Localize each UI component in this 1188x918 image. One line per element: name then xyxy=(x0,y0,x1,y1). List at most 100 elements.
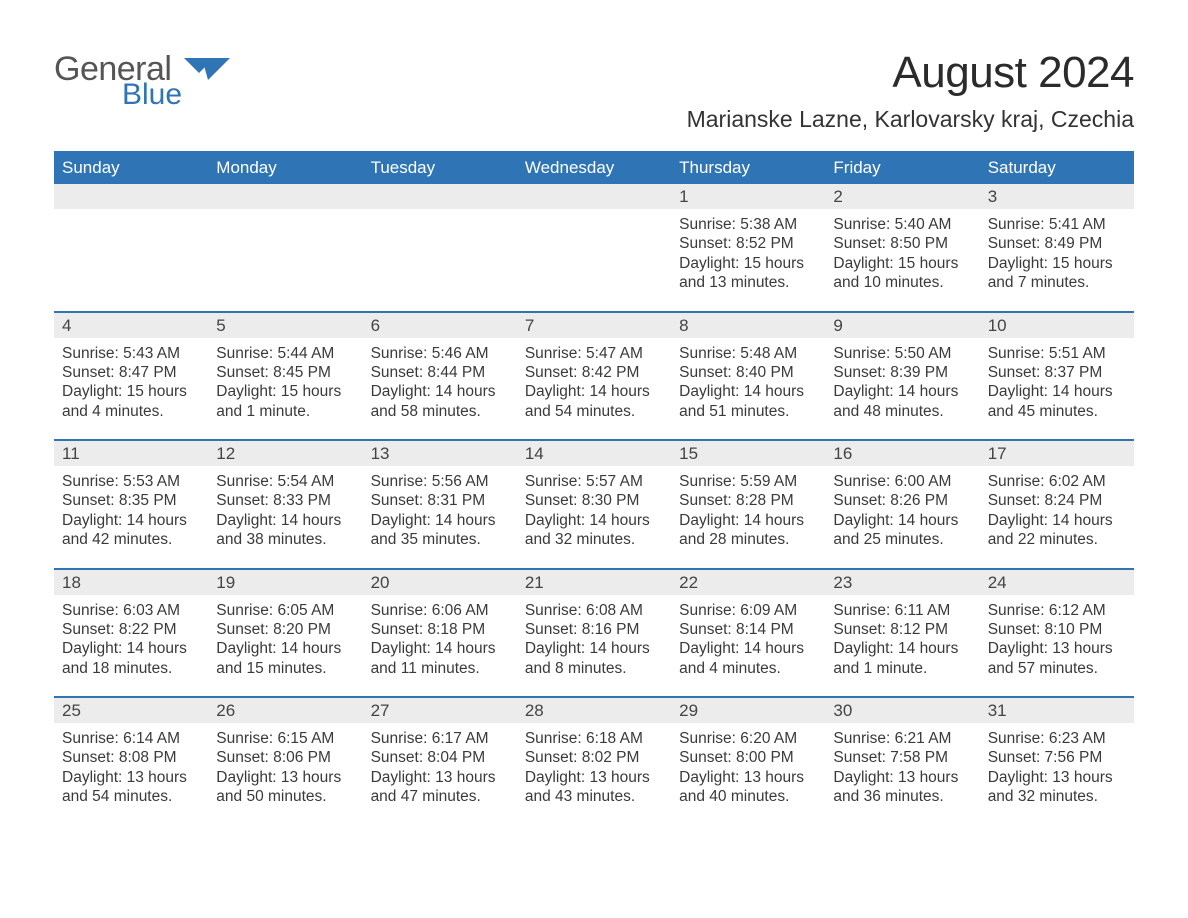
day-number: 1 xyxy=(671,184,825,209)
day-number: 28 xyxy=(517,698,671,723)
day-number: 2 xyxy=(825,184,979,209)
day-details: Sunrise: 6:05 AM Sunset: 8:20 PM Dayligh… xyxy=(208,595,362,679)
calendar-cell: 14Sunrise: 5:57 AM Sunset: 8:30 PM Dayli… xyxy=(517,441,671,568)
calendar-cell: 2Sunrise: 5:40 AM Sunset: 8:50 PM Daylig… xyxy=(825,184,979,311)
calendar-cell: 24Sunrise: 6:12 AM Sunset: 8:10 PM Dayli… xyxy=(980,570,1134,697)
day-number: 26 xyxy=(208,698,362,723)
day-number: 15 xyxy=(671,441,825,466)
day-number: 27 xyxy=(363,698,517,723)
calendar-cell: 5Sunrise: 5:44 AM Sunset: 8:45 PM Daylig… xyxy=(208,313,362,440)
day-number: 31 xyxy=(980,698,1134,723)
day-details: Sunrise: 6:02 AM Sunset: 8:24 PM Dayligh… xyxy=(980,466,1134,550)
day-number: 13 xyxy=(363,441,517,466)
day-number xyxy=(363,184,517,209)
page: General Blue August 2024 Marianske Lazne… xyxy=(0,0,1188,865)
day-details: Sunrise: 6:03 AM Sunset: 8:22 PM Dayligh… xyxy=(54,595,208,679)
day-number: 24 xyxy=(980,570,1134,595)
calendar-cell: 21Sunrise: 6:08 AM Sunset: 8:16 PM Dayli… xyxy=(517,570,671,697)
day-details: Sunrise: 6:12 AM Sunset: 8:10 PM Dayligh… xyxy=(980,595,1134,679)
calendar-cell xyxy=(517,184,671,311)
day-number: 7 xyxy=(517,313,671,338)
dayname-row: Sunday Monday Tuesday Wednesday Thursday… xyxy=(54,153,1134,184)
day-details: Sunrise: 5:40 AM Sunset: 8:50 PM Dayligh… xyxy=(825,209,979,293)
day-number: 11 xyxy=(54,441,208,466)
day-number: 4 xyxy=(54,313,208,338)
day-number: 3 xyxy=(980,184,1134,209)
calendar-cell: 17Sunrise: 6:02 AM Sunset: 8:24 PM Dayli… xyxy=(980,441,1134,568)
day-details: Sunrise: 5:56 AM Sunset: 8:31 PM Dayligh… xyxy=(363,466,517,550)
calendar-cell xyxy=(363,184,517,311)
calendar-cell: 23Sunrise: 6:11 AM Sunset: 8:12 PM Dayli… xyxy=(825,570,979,697)
calendar-cell: 18Sunrise: 6:03 AM Sunset: 8:22 PM Dayli… xyxy=(54,570,208,697)
day-details: Sunrise: 6:20 AM Sunset: 8:00 PM Dayligh… xyxy=(671,723,825,807)
calendar-cell: 6Sunrise: 5:46 AM Sunset: 8:44 PM Daylig… xyxy=(363,313,517,440)
day-number: 22 xyxy=(671,570,825,595)
dayname-sunday: Sunday xyxy=(54,153,208,184)
day-details: Sunrise: 6:09 AM Sunset: 8:14 PM Dayligh… xyxy=(671,595,825,679)
day-details: Sunrise: 5:47 AM Sunset: 8:42 PM Dayligh… xyxy=(517,338,671,422)
calendar-cell: 3Sunrise: 5:41 AM Sunset: 8:49 PM Daylig… xyxy=(980,184,1134,311)
dayname-saturday: Saturday xyxy=(980,153,1134,184)
day-details: Sunrise: 6:21 AM Sunset: 7:58 PM Dayligh… xyxy=(825,723,979,807)
location-subtitle: Marianske Lazne, Karlovarsky kraj, Czech… xyxy=(687,106,1134,133)
weeks-container: 1Sunrise: 5:38 AM Sunset: 8:52 PM Daylig… xyxy=(54,184,1134,825)
day-details: Sunrise: 5:44 AM Sunset: 8:45 PM Dayligh… xyxy=(208,338,362,422)
calendar-cell: 4Sunrise: 5:43 AM Sunset: 8:47 PM Daylig… xyxy=(54,313,208,440)
calendar-cell: 27Sunrise: 6:17 AM Sunset: 8:04 PM Dayli… xyxy=(363,698,517,825)
day-details: Sunrise: 5:41 AM Sunset: 8:49 PM Dayligh… xyxy=(980,209,1134,293)
calendar-cell: 8Sunrise: 5:48 AM Sunset: 8:40 PM Daylig… xyxy=(671,313,825,440)
calendar-cell: 20Sunrise: 6:06 AM Sunset: 8:18 PM Dayli… xyxy=(363,570,517,697)
week-row: 4Sunrise: 5:43 AM Sunset: 8:47 PM Daylig… xyxy=(54,311,1134,440)
day-number: 25 xyxy=(54,698,208,723)
day-details: Sunrise: 5:54 AM Sunset: 8:33 PM Dayligh… xyxy=(208,466,362,550)
day-details: Sunrise: 6:06 AM Sunset: 8:18 PM Dayligh… xyxy=(363,595,517,679)
calendar-cell: 30Sunrise: 6:21 AM Sunset: 7:58 PM Dayli… xyxy=(825,698,979,825)
calendar-cell: 29Sunrise: 6:20 AM Sunset: 8:00 PM Dayli… xyxy=(671,698,825,825)
header-right: August 2024 Marianske Lazne, Karlovarsky… xyxy=(687,48,1134,133)
brand-text: General Blue xyxy=(54,52,182,110)
day-details: Sunrise: 5:59 AM Sunset: 8:28 PM Dayligh… xyxy=(671,466,825,550)
day-details: Sunrise: 6:17 AM Sunset: 8:04 PM Dayligh… xyxy=(363,723,517,807)
page-title: August 2024 xyxy=(687,48,1134,98)
day-number: 18 xyxy=(54,570,208,595)
calendar-cell: 10Sunrise: 5:51 AM Sunset: 8:37 PM Dayli… xyxy=(980,313,1134,440)
calendar-cell xyxy=(208,184,362,311)
week-row: 18Sunrise: 6:03 AM Sunset: 8:22 PM Dayli… xyxy=(54,568,1134,697)
brand-word-blue: Blue xyxy=(122,80,182,110)
day-details: Sunrise: 6:11 AM Sunset: 8:12 PM Dayligh… xyxy=(825,595,979,679)
dayname-tuesday: Tuesday xyxy=(363,153,517,184)
day-number: 6 xyxy=(363,313,517,338)
calendar-cell: 25Sunrise: 6:14 AM Sunset: 8:08 PM Dayli… xyxy=(54,698,208,825)
calendar-cell: 22Sunrise: 6:09 AM Sunset: 8:14 PM Dayli… xyxy=(671,570,825,697)
day-number xyxy=(517,184,671,209)
day-number xyxy=(208,184,362,209)
calendar-cell: 9Sunrise: 5:50 AM Sunset: 8:39 PM Daylig… xyxy=(825,313,979,440)
day-details: Sunrise: 5:43 AM Sunset: 8:47 PM Dayligh… xyxy=(54,338,208,422)
calendar-cell: 7Sunrise: 5:47 AM Sunset: 8:42 PM Daylig… xyxy=(517,313,671,440)
week-row: 1Sunrise: 5:38 AM Sunset: 8:52 PM Daylig… xyxy=(54,184,1134,311)
day-number: 17 xyxy=(980,441,1134,466)
day-details: Sunrise: 6:18 AM Sunset: 8:02 PM Dayligh… xyxy=(517,723,671,807)
calendar-cell: 11Sunrise: 5:53 AM Sunset: 8:35 PM Dayli… xyxy=(54,441,208,568)
header: General Blue August 2024 Marianske Lazne… xyxy=(54,48,1134,133)
calendar-cell: 15Sunrise: 5:59 AM Sunset: 8:28 PM Dayli… xyxy=(671,441,825,568)
calendar-cell xyxy=(54,184,208,311)
day-details: Sunrise: 5:48 AM Sunset: 8:40 PM Dayligh… xyxy=(671,338,825,422)
calendar-cell: 26Sunrise: 6:15 AM Sunset: 8:06 PM Dayli… xyxy=(208,698,362,825)
day-number: 12 xyxy=(208,441,362,466)
day-number: 10 xyxy=(980,313,1134,338)
day-details: Sunrise: 6:08 AM Sunset: 8:16 PM Dayligh… xyxy=(517,595,671,679)
day-number: 23 xyxy=(825,570,979,595)
calendar-cell: 31Sunrise: 6:23 AM Sunset: 7:56 PM Dayli… xyxy=(980,698,1134,825)
calendar-cell: 19Sunrise: 6:05 AM Sunset: 8:20 PM Dayli… xyxy=(208,570,362,697)
dayname-friday: Friday xyxy=(825,153,979,184)
day-number: 9 xyxy=(825,313,979,338)
day-details: Sunrise: 5:53 AM Sunset: 8:35 PM Dayligh… xyxy=(54,466,208,550)
day-number: 29 xyxy=(671,698,825,723)
day-details: Sunrise: 5:38 AM Sunset: 8:52 PM Dayligh… xyxy=(671,209,825,293)
day-number: 8 xyxy=(671,313,825,338)
dayname-monday: Monday xyxy=(208,153,362,184)
day-number: 14 xyxy=(517,441,671,466)
day-details: Sunrise: 6:00 AM Sunset: 8:26 PM Dayligh… xyxy=(825,466,979,550)
dayname-thursday: Thursday xyxy=(671,153,825,184)
